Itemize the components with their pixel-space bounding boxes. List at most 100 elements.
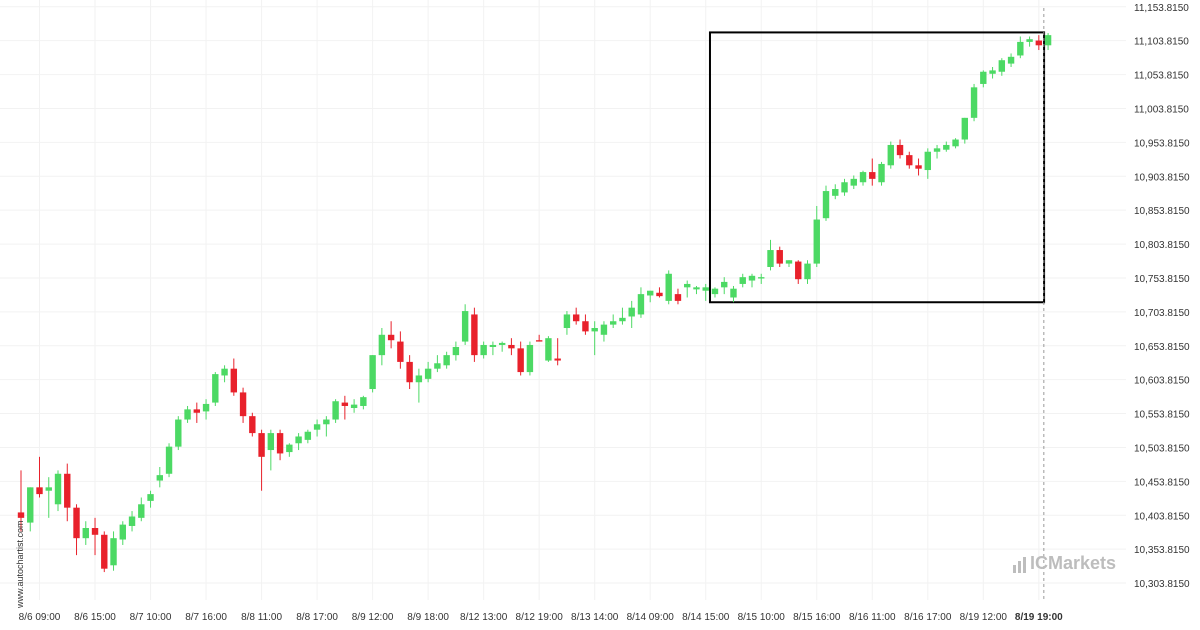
candle-body [276,433,284,454]
candle-body [628,307,635,317]
y-tick-label: 10,303.8150 [1134,579,1190,590]
y-tick-label: 10,503.8150 [1134,443,1190,454]
candle-body [1044,35,1052,46]
x-tick-label: 8/16 11:00 [849,612,896,623]
candle-body [193,409,201,413]
candle-body [202,403,210,412]
candle-body [360,397,367,406]
candle-body [989,70,996,74]
candle-body [887,144,894,166]
candle-body [249,416,256,434]
candle-body [693,287,700,290]
candle-body [156,475,163,481]
candle-body [998,60,1006,72]
candle-body [350,404,358,409]
x-tick-label: 8/8 17:00 [296,612,338,623]
candle-body [526,344,534,373]
candle-body [17,512,25,518]
candle-body [591,328,598,332]
x-tick-label: 8/9 12:00 [352,612,394,623]
candles [17,33,1052,573]
candle-body [1017,41,1024,56]
candle-body [230,368,238,393]
candle-body [1007,56,1015,64]
candle-body [91,528,99,535]
candle-body [434,363,441,369]
x-tick-label: 8/19 19:00 [1015,612,1063,623]
candle-body [1026,39,1033,42]
candle-body [369,355,376,390]
candle-body [776,250,783,264]
candle-body [45,487,52,491]
candle-body [906,155,913,166]
candle-body [665,273,672,301]
candle-body [295,436,302,444]
y-tick-label: 10,753.8150 [1134,274,1190,285]
candle-body [489,344,497,347]
candle-body [924,151,931,171]
logo-icon [1013,557,1026,573]
candle-body [461,311,469,342]
y-tick-label: 11,053.8150 [1134,71,1189,82]
candle-body [184,409,191,420]
candle-body [36,487,43,495]
candle-body [841,182,848,193]
candle-body [609,321,617,325]
pattern-box [708,31,1046,304]
candle-body [212,374,219,403]
candle-body [730,288,737,298]
x-tick-label: 8/13 14:00 [571,612,619,623]
y-tick-label: 10,703.8150 [1134,308,1190,319]
candle-body [138,504,145,518]
candle-body [813,219,820,264]
x-tick-label: 8/6 15:00 [74,612,116,623]
candle-body [933,148,941,152]
candle-body [702,287,709,291]
candle-body [674,294,682,301]
candle-body [313,424,321,430]
candle-body [637,294,645,315]
candle-body [323,419,330,425]
y-tick-label: 10,603.8150 [1134,376,1190,387]
candle-body [119,524,126,540]
x-tick-label: 8/15 16:00 [793,612,841,623]
y-tick-label: 11,003.8150 [1134,104,1189,115]
candle-body [961,117,969,140]
y-tick-label: 10,553.8150 [1134,410,1190,421]
candle-body [980,71,987,84]
candle-body [480,344,487,356]
y-tick-label: 10,853.8150 [1134,206,1190,217]
candle-body [832,189,839,196]
y-axis: 11,153.8150 11,103.8150 11,053.8150 11,003.… [1134,3,1190,590]
y-tick-label: 10,653.8150 [1134,342,1190,353]
candle-body [619,317,626,322]
y-tick-label: 10,953.8150 [1134,138,1190,149]
candle-body [878,163,885,183]
x-tick-label: 8/15 10:00 [738,612,786,623]
candle-body [517,348,524,373]
x-axis: 8/6 09:00 8/6 15:00 8/7 10:00 8/7 16:00 8/8 … [19,612,1064,623]
candle-body [739,277,746,284]
candle-body [110,538,117,566]
candle-body [582,321,589,332]
x-tick-label: 8/14 15:00 [682,612,730,623]
candle-body [304,431,312,440]
candle-body [822,191,830,219]
x-tick-label: 8/7 16:00 [185,612,227,623]
candle-body [952,139,959,147]
candle-body [64,473,71,508]
candle-body [748,275,756,281]
candle-body [647,290,654,296]
candle-body [758,277,765,279]
x-tick-label: 8/14 09:00 [627,612,675,623]
candle-body [795,261,802,280]
candle-body [54,473,62,505]
candle-body [498,342,506,345]
y-tick-label: 10,903.8150 [1134,172,1190,183]
candle-body [711,288,719,295]
candle-body [804,263,811,280]
candle-body [27,487,34,523]
y-tick-label: 10,453.8150 [1134,477,1190,488]
candle-body [221,368,228,376]
